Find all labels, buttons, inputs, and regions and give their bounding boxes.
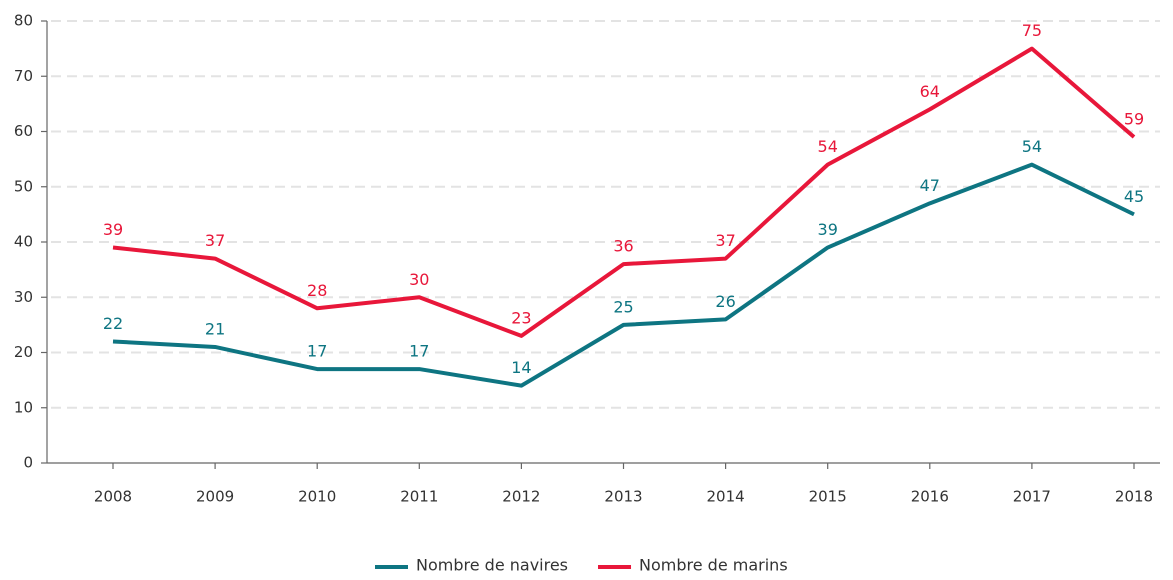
y-tick-label: 10: [14, 398, 33, 416]
data-label: 17: [307, 342, 327, 361]
data-label: 21: [205, 319, 225, 338]
data-label: 17: [409, 342, 429, 361]
data-label: 45: [1124, 187, 1144, 206]
y-tick-label: 30: [14, 288, 33, 306]
data-label: 75: [1022, 21, 1042, 40]
y-tick-label: 40: [14, 233, 33, 251]
data-label: 54: [1022, 137, 1042, 156]
legend-label: Nombre de navires: [416, 556, 568, 575]
data-label: 23: [511, 308, 531, 327]
data-label: 22: [103, 314, 123, 333]
y-tick-label: 20: [14, 343, 33, 361]
x-tick-label: 2009: [196, 488, 234, 506]
data-label: 54: [818, 137, 838, 156]
x-tick-label: 2011: [400, 488, 438, 506]
series-line: [112, 162, 1135, 388]
data-label: 39: [818, 220, 838, 239]
data-label: 36: [613, 237, 633, 256]
x-tick-label: 2012: [502, 488, 540, 506]
x-tick-label: 2013: [604, 488, 642, 506]
data-label: 39: [103, 220, 123, 239]
x-tick-label: 2010: [298, 488, 336, 506]
data-label: 14: [511, 358, 531, 377]
y-tick-label: 70: [14, 67, 33, 85]
x-tick-label: 2015: [809, 488, 847, 506]
y-tick-label: 80: [14, 12, 33, 30]
x-tick-label: 2014: [707, 488, 745, 506]
data-label: 26: [715, 292, 735, 311]
y-tick-label: 50: [14, 177, 33, 195]
data-label: 47: [920, 176, 940, 195]
data-label: 25: [613, 297, 633, 316]
data-label: 28: [307, 281, 327, 300]
data-label: 64: [920, 82, 940, 101]
data-label: 37: [205, 231, 225, 250]
x-tick-label: 2016: [911, 488, 949, 506]
x-tick-label: 2017: [1013, 488, 1051, 506]
x-tick-label: 2018: [1115, 488, 1153, 506]
data-label: 37: [715, 231, 735, 250]
y-tick-label: 0: [23, 454, 33, 472]
data-label: 59: [1124, 110, 1144, 129]
y-tick-label: 60: [14, 122, 33, 140]
data-label: 30: [409, 270, 429, 289]
legend-label: Nombre de marins: [639, 556, 788, 575]
x-tick-label: 2008: [94, 488, 132, 506]
series-line: [112, 46, 1136, 338]
